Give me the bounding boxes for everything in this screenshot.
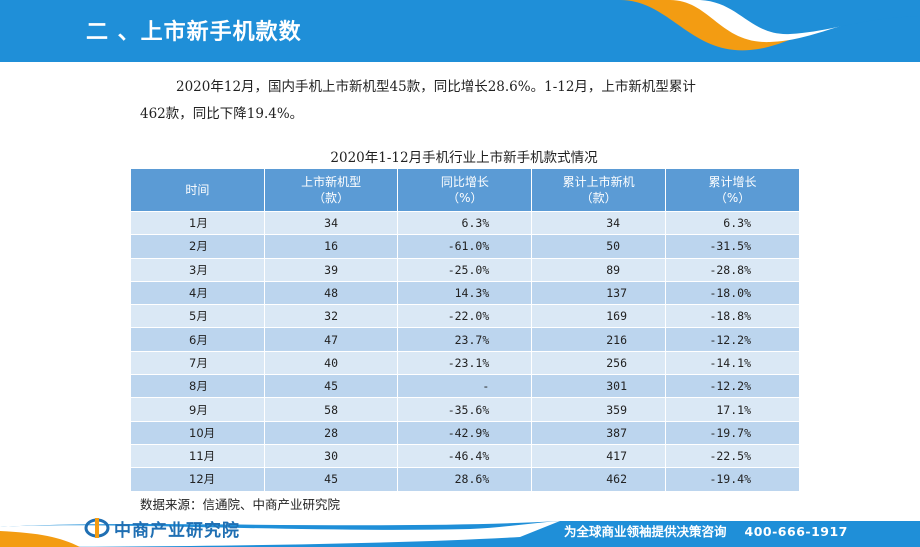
table-cell: 2月	[130, 234, 265, 259]
table-row: 12月 45 28.6% 462 -19.4%	[130, 467, 800, 492]
table-cell: 10月	[130, 420, 265, 445]
table-cell: -19.4%	[665, 467, 800, 492]
table-header-row: 时间 上市新机型 （款） 同比增长 （%） 累计上市新机 （款） 累计增长 （%）	[130, 168, 800, 212]
header-wave-decoration	[620, 0, 920, 51]
table-cell: -42.9%	[397, 420, 533, 445]
summary-line-2: 462款，同比下降19.4%。	[140, 106, 304, 122]
table-cell: -22.5%	[665, 443, 800, 469]
table-cell: 39	[263, 257, 399, 282]
table-row: 3月 39 -25.0% 89 -28.8%	[130, 257, 800, 282]
table-row: 10月 28 -42.9% 387 -19.7%	[130, 420, 800, 445]
phone-number: 400-666-1917	[744, 524, 848, 539]
data-source: 数据来源：信通院、中商产业研究院	[140, 497, 341, 512]
page-title: 二 、上市新手机款数	[86, 20, 302, 45]
table-row: 6月 47 23.7% 216 -12.2%	[130, 327, 800, 352]
table-cell: 47	[263, 327, 399, 352]
table-cell: -12.2%	[665, 374, 800, 399]
table-cell: 4月	[130, 280, 265, 306]
table-cell: 17.1%	[665, 397, 800, 422]
table-title: 2020年1-12月手机行业上市新手机款式情况	[330, 150, 598, 166]
table-cell: 23.7%	[397, 327, 533, 352]
table-row: 4月 48 14.3% 137 -18.0%	[130, 280, 800, 306]
table-cell: 50	[531, 234, 667, 259]
table-cell: 301	[531, 374, 667, 399]
table-cell: 462	[531, 467, 667, 492]
table-cell: 8月	[130, 374, 265, 399]
table-cell: 387	[531, 420, 667, 445]
table-cell: -18.0%	[665, 280, 800, 306]
table-cell: 359	[531, 397, 667, 422]
table-cell: 1月	[130, 210, 265, 236]
table-cell: 9月	[130, 397, 265, 422]
table-cell: 48	[263, 280, 399, 306]
table-row: 7月 40 -23.1% 256 -14.1%	[130, 350, 800, 376]
table-cell: 28.6%	[397, 467, 533, 492]
column-header: 累计增长 （%）	[665, 168, 800, 212]
table-cell: 3月	[130, 257, 265, 282]
table-cell: 137	[531, 280, 667, 306]
table-row: 1月 34 6.3% 34 6.3%	[130, 210, 800, 236]
table-cell: -25.0%	[397, 257, 533, 282]
table-cell: -22.0%	[397, 304, 533, 329]
table-cell: 40	[263, 350, 399, 376]
table-cell: -14.1%	[665, 350, 800, 376]
table-cell: -28.8%	[665, 257, 800, 282]
table-cell: 6.3%	[665, 210, 800, 236]
table-cell: 256	[531, 350, 667, 376]
table-cell: 169	[531, 304, 667, 329]
table-cell: 89	[531, 257, 667, 282]
column-header: 累计上市新机 （款）	[531, 168, 667, 212]
table-cell: -35.6%	[397, 397, 533, 422]
footer-band	[0, 521, 920, 547]
footer-slogan: 为全球商业领袖提供决策咨询 400-666-1917	[564, 521, 848, 540]
logo-mark-icon	[84, 518, 110, 538]
table-body: 1月 34 6.3% 34 6.3% 2月 16 -61.0% 50 -31.5% 3月 39 -25.…	[130, 210, 800, 492]
column-header: 时间	[130, 168, 265, 212]
table-cell: -46.4%	[397, 443, 533, 469]
table-cell: 58	[263, 397, 399, 422]
table-cell: 30	[263, 443, 399, 469]
table-row: 8月 45-301 -12.2%	[130, 374, 800, 399]
table-cell: 34	[263, 210, 399, 236]
table-cell: -19.7%	[665, 420, 800, 445]
table-cell: 45	[263, 467, 399, 492]
table-cell: 28	[263, 420, 399, 445]
summary-line-1: 2020年12月，国内手机上市新机型45款，同比增长28.6%。1-12月，上市…	[176, 79, 696, 95]
summary-paragraph: 2020年12月，国内手机上市新机型45款，同比增长28.6%。1-12月，上市…	[140, 74, 800, 128]
table-cell: 45	[263, 374, 399, 399]
column-header: 上市新机型 （款）	[263, 168, 399, 212]
table-row: 11月 30 -46.4% 417 -22.5%	[130, 443, 800, 469]
table-cell: 11月	[130, 443, 265, 469]
table-row: 2月 16 -61.0% 50 -31.5%	[130, 234, 800, 259]
slogan-text: 为全球商业领袖提供决策咨询	[564, 524, 727, 539]
phone-models-table: 时间 上市新机型 （款） 同比增长 （%） 累计上市新机 （款） 累计增长 （%） 1月 34 6.…	[130, 168, 800, 492]
table-cell: 5月	[130, 304, 265, 329]
table-cell: 14.3%	[397, 280, 533, 306]
table-cell: -18.8%	[665, 304, 800, 329]
column-header: 同比增长 （%）	[397, 168, 533, 212]
table-cell: 6月	[130, 327, 265, 352]
table-cell: -	[397, 374, 533, 399]
table-cell: 417	[531, 443, 667, 469]
table-cell: 7月	[130, 350, 265, 376]
table-cell: 12月	[130, 467, 265, 492]
header-bar: 二 、上市新手机款数	[0, 0, 920, 62]
table-cell: 6.3%	[397, 210, 533, 236]
table-cell: 32	[263, 304, 399, 329]
table-cell: -61.0%	[397, 234, 533, 259]
company-logo: 中商产业研究院	[84, 516, 240, 541]
table-cell: -31.5%	[665, 234, 800, 259]
table-row: 9月 58 -35.6% 359 17.1%	[130, 397, 800, 422]
table-cell: -23.1%	[397, 350, 533, 376]
table-row: 5月 32 -22.0% 169 -18.8%	[130, 304, 800, 329]
table-cell: 216	[531, 327, 667, 352]
table-cell: -12.2%	[665, 327, 800, 352]
logo-text: 中商产业研究院	[114, 520, 240, 541]
table-cell: 16	[263, 234, 399, 259]
table-cell: 34	[531, 210, 667, 236]
